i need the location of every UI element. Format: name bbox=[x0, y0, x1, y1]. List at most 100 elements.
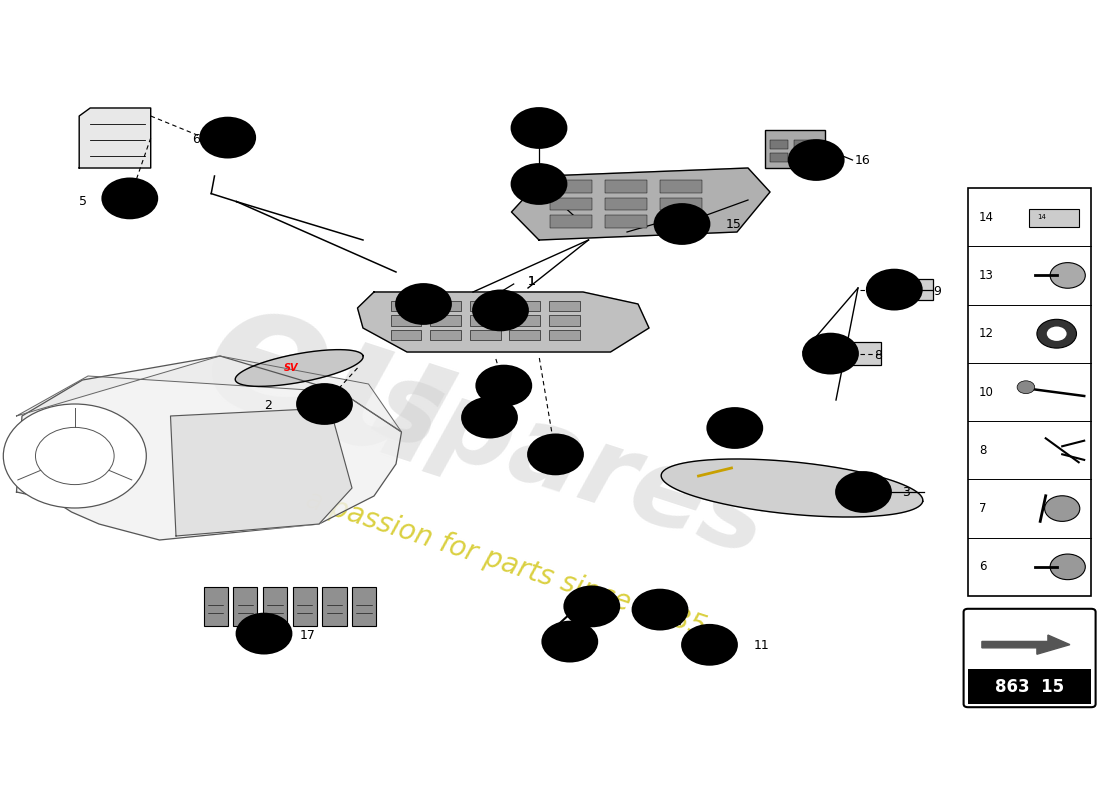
Bar bbox=[549, 330, 580, 340]
Text: 9: 9 bbox=[933, 285, 940, 298]
Text: 1: 1 bbox=[497, 304, 504, 317]
Bar bbox=[832, 342, 881, 365]
Text: 12: 12 bbox=[496, 379, 512, 392]
Bar bbox=[470, 315, 500, 326]
Bar bbox=[549, 301, 580, 311]
Polygon shape bbox=[79, 108, 151, 168]
Text: 7: 7 bbox=[732, 422, 738, 434]
Text: 2: 2 bbox=[264, 399, 272, 412]
Text: 5: 5 bbox=[79, 195, 87, 208]
Text: 12: 12 bbox=[979, 327, 994, 340]
Bar bbox=[605, 198, 647, 210]
Polygon shape bbox=[512, 168, 770, 240]
Bar bbox=[550, 180, 592, 193]
Bar bbox=[794, 140, 812, 149]
Bar bbox=[430, 301, 461, 311]
Bar bbox=[549, 315, 580, 326]
Text: 14: 14 bbox=[1037, 214, 1046, 220]
Circle shape bbox=[654, 204, 710, 244]
Bar bbox=[263, 587, 287, 626]
Circle shape bbox=[1018, 381, 1035, 394]
Text: 4: 4 bbox=[566, 635, 573, 648]
Text: 14: 14 bbox=[531, 178, 547, 190]
Bar bbox=[430, 330, 461, 340]
Text: 5: 5 bbox=[126, 192, 133, 205]
Circle shape bbox=[564, 586, 619, 626]
Bar bbox=[509, 301, 540, 311]
Circle shape bbox=[1050, 554, 1086, 580]
Text: 1: 1 bbox=[528, 275, 536, 288]
Circle shape bbox=[867, 270, 922, 310]
Polygon shape bbox=[982, 635, 1070, 654]
Text: 863  15: 863 15 bbox=[996, 678, 1064, 697]
Text: 10: 10 bbox=[482, 411, 497, 424]
Polygon shape bbox=[661, 459, 923, 517]
Bar bbox=[770, 140, 788, 149]
Circle shape bbox=[102, 178, 157, 218]
Circle shape bbox=[836, 472, 891, 512]
Text: 15: 15 bbox=[726, 218, 741, 231]
Polygon shape bbox=[235, 350, 363, 386]
Text: 7: 7 bbox=[552, 448, 559, 461]
Text: 8: 8 bbox=[979, 444, 987, 457]
Text: 14: 14 bbox=[979, 210, 994, 224]
Circle shape bbox=[1047, 326, 1067, 341]
Circle shape bbox=[707, 408, 762, 448]
Bar bbox=[204, 587, 228, 626]
Text: 15: 15 bbox=[674, 218, 690, 230]
Text: 7: 7 bbox=[420, 298, 427, 310]
Text: 3: 3 bbox=[902, 486, 910, 499]
Text: 10: 10 bbox=[652, 603, 668, 616]
Polygon shape bbox=[16, 356, 402, 540]
Bar bbox=[390, 301, 421, 311]
Text: 3: 3 bbox=[860, 486, 867, 498]
Text: 11: 11 bbox=[702, 638, 717, 651]
Text: 10: 10 bbox=[979, 386, 994, 398]
Circle shape bbox=[396, 284, 451, 324]
Bar bbox=[660, 215, 702, 228]
Circle shape bbox=[632, 590, 688, 630]
Text: 6: 6 bbox=[979, 560, 987, 574]
Text: 2: 2 bbox=[321, 398, 328, 410]
Bar bbox=[1030, 209, 1079, 226]
Bar bbox=[322, 587, 346, 626]
Circle shape bbox=[789, 140, 844, 180]
Bar bbox=[390, 315, 421, 326]
Polygon shape bbox=[358, 292, 649, 352]
Bar bbox=[605, 215, 647, 228]
Circle shape bbox=[200, 118, 255, 158]
FancyBboxPatch shape bbox=[964, 609, 1096, 707]
Bar bbox=[390, 330, 421, 340]
Text: 16: 16 bbox=[808, 154, 824, 166]
Text: 1: 1 bbox=[528, 275, 536, 288]
Bar bbox=[352, 587, 376, 626]
Text: 13: 13 bbox=[979, 269, 994, 282]
Text: SV: SV bbox=[284, 363, 299, 373]
Polygon shape bbox=[170, 408, 352, 536]
Circle shape bbox=[803, 334, 858, 374]
Text: 16: 16 bbox=[855, 154, 870, 166]
Text: 6: 6 bbox=[192, 133, 200, 146]
Text: spares: spares bbox=[362, 350, 782, 578]
Circle shape bbox=[1045, 496, 1080, 522]
Circle shape bbox=[462, 398, 517, 438]
Bar bbox=[293, 587, 317, 626]
Bar bbox=[770, 153, 788, 162]
Bar bbox=[794, 153, 812, 162]
Circle shape bbox=[297, 384, 352, 424]
Circle shape bbox=[682, 625, 737, 665]
Text: 6: 6 bbox=[224, 131, 231, 144]
Text: 8: 8 bbox=[874, 350, 882, 362]
Text: a passion for parts since 1985: a passion for parts since 1985 bbox=[302, 486, 710, 642]
Bar bbox=[430, 315, 461, 326]
Text: 8: 8 bbox=[827, 347, 834, 360]
Bar bbox=[509, 330, 540, 340]
Text: 11: 11 bbox=[754, 639, 769, 652]
Text: 17: 17 bbox=[256, 627, 272, 640]
Bar bbox=[968, 188, 1091, 596]
Text: 4: 4 bbox=[559, 647, 566, 660]
Bar bbox=[660, 198, 702, 210]
Text: eu: eu bbox=[184, 262, 476, 506]
Text: 7: 7 bbox=[979, 502, 987, 515]
Bar bbox=[660, 180, 702, 193]
